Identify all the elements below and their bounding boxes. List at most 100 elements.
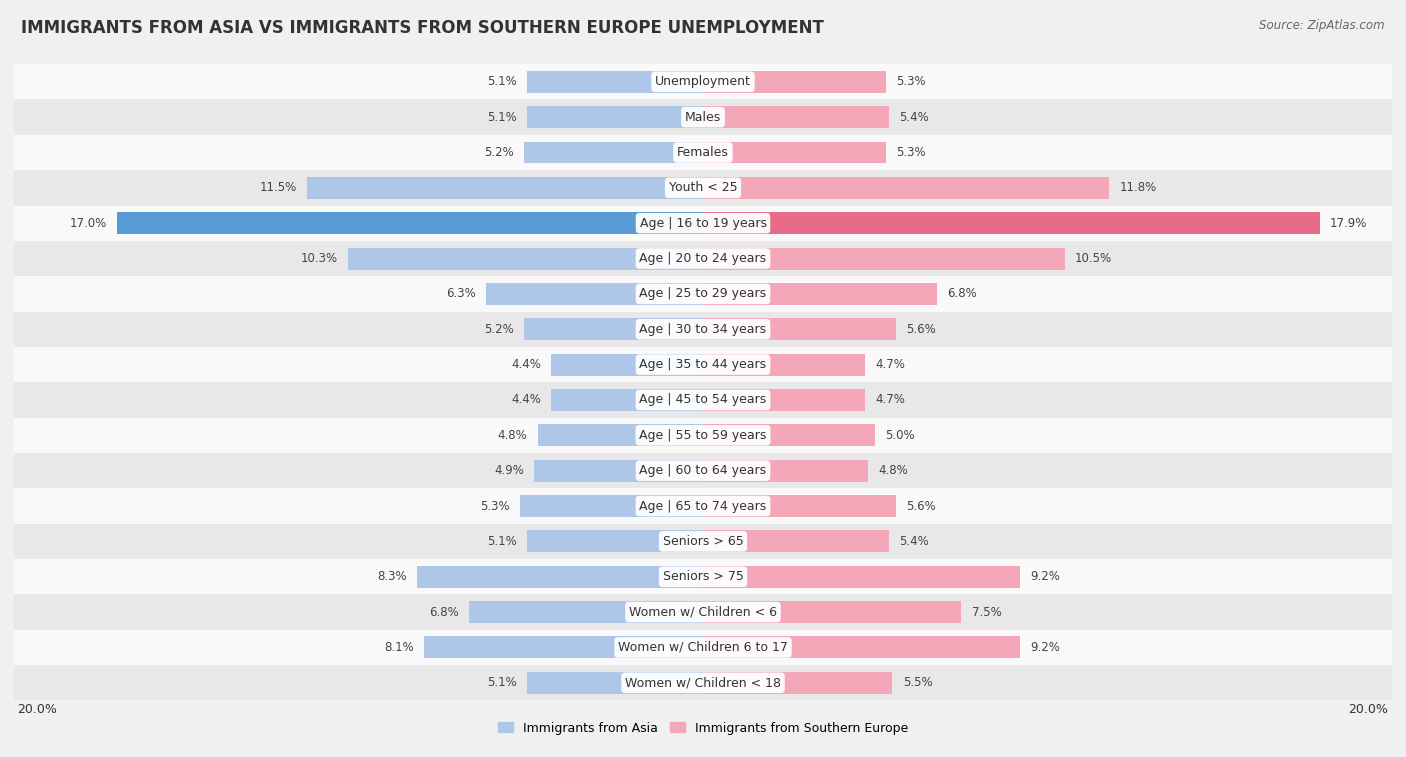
Bar <box>0 630 1406 665</box>
Text: 5.5%: 5.5% <box>903 676 932 690</box>
Bar <box>0 488 1406 524</box>
Text: Source: ZipAtlas.com: Source: ZipAtlas.com <box>1260 19 1385 32</box>
Bar <box>0 524 1406 559</box>
Text: 4.7%: 4.7% <box>875 394 905 407</box>
Text: 5.1%: 5.1% <box>488 535 517 548</box>
Bar <box>0 665 1406 700</box>
Bar <box>527 71 703 93</box>
Bar <box>703 283 938 305</box>
Text: Women w/ Children < 18: Women w/ Children < 18 <box>626 676 780 690</box>
Bar <box>527 672 703 693</box>
Text: 20.0%: 20.0% <box>17 703 58 716</box>
Bar <box>0 418 1406 453</box>
Text: 6.8%: 6.8% <box>429 606 458 618</box>
Bar <box>486 283 703 305</box>
Text: Women w/ Children < 6: Women w/ Children < 6 <box>628 606 778 618</box>
Bar <box>0 312 1406 347</box>
Text: Seniors > 65: Seniors > 65 <box>662 535 744 548</box>
Text: 5.4%: 5.4% <box>900 535 929 548</box>
Bar <box>551 354 703 375</box>
Text: 5.2%: 5.2% <box>484 146 513 159</box>
Text: 4.9%: 4.9% <box>494 464 524 477</box>
Text: 10.5%: 10.5% <box>1076 252 1112 265</box>
Bar <box>0 382 1406 418</box>
Bar <box>703 389 865 411</box>
Text: 5.3%: 5.3% <box>481 500 510 512</box>
Bar <box>703 71 886 93</box>
Bar <box>0 276 1406 312</box>
Bar <box>0 347 1406 382</box>
Text: 5.6%: 5.6% <box>907 500 936 512</box>
Text: Unemployment: Unemployment <box>655 75 751 89</box>
Text: 10.3%: 10.3% <box>301 252 337 265</box>
Text: 9.2%: 9.2% <box>1031 641 1060 654</box>
Bar <box>468 601 703 623</box>
Bar <box>307 177 703 199</box>
Bar <box>117 212 703 234</box>
Bar <box>534 459 703 481</box>
Bar <box>703 601 962 623</box>
Text: 5.6%: 5.6% <box>907 322 936 336</box>
Bar <box>527 531 703 553</box>
Text: 9.2%: 9.2% <box>1031 570 1060 583</box>
Bar <box>0 594 1406 630</box>
Text: 5.3%: 5.3% <box>896 146 925 159</box>
Bar <box>349 248 703 269</box>
Text: 5.2%: 5.2% <box>484 322 513 336</box>
Text: Women w/ Children 6 to 17: Women w/ Children 6 to 17 <box>619 641 787 654</box>
Bar <box>0 99 1406 135</box>
Text: 5.1%: 5.1% <box>488 75 517 89</box>
Bar <box>0 135 1406 170</box>
Bar <box>425 637 703 659</box>
Bar <box>524 142 703 164</box>
Text: 5.3%: 5.3% <box>896 75 925 89</box>
Bar <box>703 354 865 375</box>
Bar <box>703 106 889 128</box>
Bar <box>703 637 1019 659</box>
Text: Age | 65 to 74 years: Age | 65 to 74 years <box>640 500 766 512</box>
Bar <box>703 565 1019 587</box>
Text: Females: Females <box>678 146 728 159</box>
Bar <box>0 64 1406 99</box>
Text: Males: Males <box>685 111 721 123</box>
Bar <box>703 425 875 447</box>
Text: Age | 60 to 64 years: Age | 60 to 64 years <box>640 464 766 477</box>
Text: Age | 35 to 44 years: Age | 35 to 44 years <box>640 358 766 371</box>
Text: 11.5%: 11.5% <box>259 182 297 195</box>
Bar <box>703 212 1320 234</box>
Bar <box>418 565 703 587</box>
Bar <box>0 559 1406 594</box>
Text: 5.1%: 5.1% <box>488 676 517 690</box>
Text: 6.3%: 6.3% <box>446 288 475 301</box>
Text: 4.7%: 4.7% <box>875 358 905 371</box>
Text: 11.8%: 11.8% <box>1119 182 1157 195</box>
Text: Seniors > 75: Seniors > 75 <box>662 570 744 583</box>
Bar <box>0 453 1406 488</box>
Bar <box>703 495 896 517</box>
Bar <box>524 318 703 340</box>
Text: 5.1%: 5.1% <box>488 111 517 123</box>
Text: 8.3%: 8.3% <box>377 570 406 583</box>
Text: Age | 30 to 34 years: Age | 30 to 34 years <box>640 322 766 336</box>
Text: 4.8%: 4.8% <box>879 464 908 477</box>
Text: 5.0%: 5.0% <box>886 428 915 442</box>
Text: 20.0%: 20.0% <box>1348 703 1389 716</box>
Bar <box>703 459 869 481</box>
Text: 7.5%: 7.5% <box>972 606 1001 618</box>
Bar <box>0 205 1406 241</box>
Bar <box>520 495 703 517</box>
Text: Youth < 25: Youth < 25 <box>669 182 737 195</box>
Bar <box>537 425 703 447</box>
Text: IMMIGRANTS FROM ASIA VS IMMIGRANTS FROM SOUTHERN EUROPE UNEMPLOYMENT: IMMIGRANTS FROM ASIA VS IMMIGRANTS FROM … <box>21 19 824 37</box>
Bar <box>703 142 886 164</box>
Bar <box>0 241 1406 276</box>
Bar <box>703 672 893 693</box>
Text: 17.9%: 17.9% <box>1330 217 1367 229</box>
Text: Age | 45 to 54 years: Age | 45 to 54 years <box>640 394 766 407</box>
Text: Age | 25 to 29 years: Age | 25 to 29 years <box>640 288 766 301</box>
Text: 4.8%: 4.8% <box>498 428 527 442</box>
Bar <box>703 248 1064 269</box>
Bar <box>551 389 703 411</box>
Bar <box>703 531 889 553</box>
Text: Age | 20 to 24 years: Age | 20 to 24 years <box>640 252 766 265</box>
